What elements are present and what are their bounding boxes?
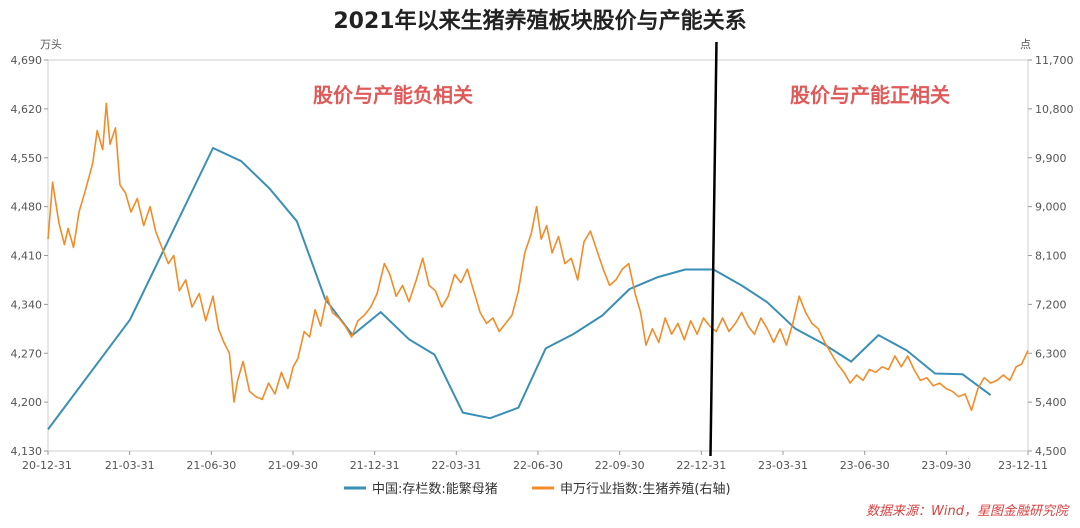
chart-title: 2021年以来生猪养殖板块股价与产能关系 bbox=[333, 8, 746, 34]
left-axis-unit: 万头 bbox=[40, 38, 62, 51]
right-tick-label: 8,100 bbox=[1035, 250, 1067, 263]
left-tick-label: 4,620 bbox=[11, 103, 43, 116]
left-axis: 4,130 4,200 4,270 4,340 4,410 4,480 4,550 4,620… bbox=[11, 54, 48, 458]
annotation-negative: 股价与产能负相关 bbox=[313, 83, 473, 107]
right-tick-label: 9,900 bbox=[1035, 152, 1067, 165]
annotation-layer: 股价与产能负相关 股价与产能正相关 bbox=[313, 83, 950, 107]
legend: 中国:存栏数:能繁母猪 申万行业指数:生猪养殖(右轴) bbox=[344, 481, 731, 497]
series-layer bbox=[47, 41, 1029, 457]
right-axis: 4,500 5,400 6,300 7,200 8,100 9,000 9,900 10,80… bbox=[1028, 54, 1074, 458]
left-tick-label: 4,480 bbox=[11, 201, 43, 214]
annotation-positive: 股价与产能正相关 bbox=[790, 83, 950, 107]
series-line-index bbox=[47, 102, 1029, 412]
right-tick-label: 10,800 bbox=[1035, 103, 1074, 116]
right-tick-label: 5,400 bbox=[1035, 396, 1067, 409]
right-tick-label: 6,300 bbox=[1035, 347, 1067, 360]
source-note: 数据来源：Wind，星图金融研究院 bbox=[866, 503, 1070, 519]
left-tick-label: 4,130 bbox=[11, 445, 43, 458]
x-tick-label: 22-09-30 bbox=[595, 459, 645, 472]
x-tick-label: 23-03-31 bbox=[758, 459, 808, 472]
x-axis: 20-12-31 21-03-31 21-06-30 21-09-30 21-12-31… bbox=[22, 451, 1048, 472]
x-tick-label: 21-06-30 bbox=[186, 459, 236, 472]
x-tick-label: 21-12-31 bbox=[350, 459, 400, 472]
right-tick-label: 7,200 bbox=[1035, 298, 1067, 311]
x-tick-label: 21-03-31 bbox=[105, 459, 155, 472]
right-tick-label: 4,500 bbox=[1035, 445, 1067, 458]
x-tick-label: 22-03-31 bbox=[431, 459, 481, 472]
right-tick-label: 9,000 bbox=[1035, 201, 1067, 214]
right-tick-label: 11,700 bbox=[1035, 54, 1074, 67]
x-tick-label: 21-09-30 bbox=[268, 459, 318, 472]
x-tick-label: 20-12-31 bbox=[22, 459, 72, 472]
x-tick-label: 22-06-30 bbox=[513, 459, 563, 472]
divider-line bbox=[709, 41, 718, 457]
plot-frame bbox=[47, 59, 1029, 452]
series-line-sows bbox=[47, 147, 992, 430]
x-tick-label: 22-12-31 bbox=[676, 459, 726, 472]
left-tick-label: 4,200 bbox=[11, 396, 43, 409]
left-tick-label: 4,340 bbox=[11, 298, 43, 311]
x-tick-label: 23-09-30 bbox=[921, 459, 971, 472]
legend-label-sows: 中国:存栏数:能繁母猪 bbox=[372, 481, 498, 497]
legend-label-index: 申万行业指数:生猪养殖(右轴) bbox=[560, 481, 731, 497]
right-axis-unit: 点 bbox=[1020, 38, 1031, 51]
left-tick-label: 4,270 bbox=[11, 347, 43, 360]
x-tick-label: 23-06-30 bbox=[840, 459, 890, 472]
left-tick-label: 4,410 bbox=[11, 250, 43, 263]
left-tick-label: 4,550 bbox=[11, 152, 43, 165]
x-tick-label: 23-12-11 bbox=[998, 459, 1048, 472]
left-tick-label: 4,690 bbox=[11, 54, 43, 67]
